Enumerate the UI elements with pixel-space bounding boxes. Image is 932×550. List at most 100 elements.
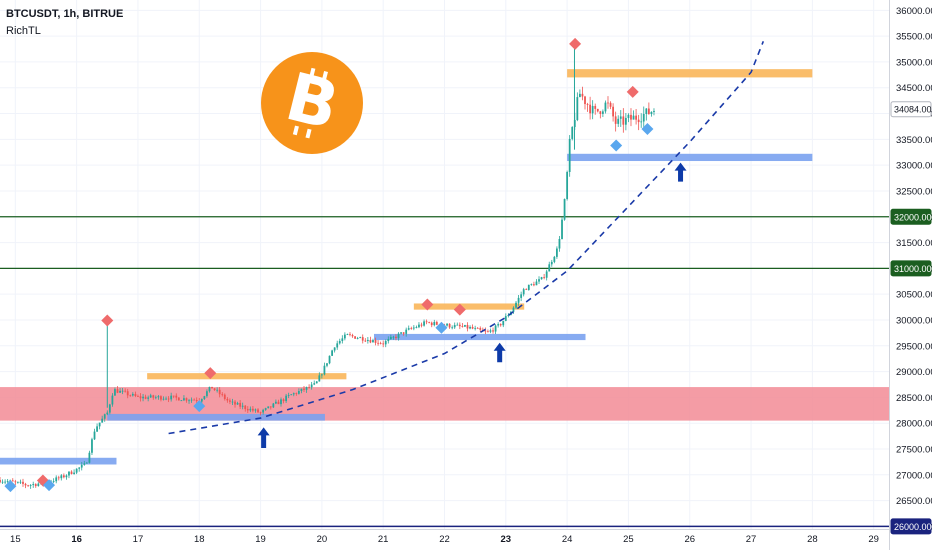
candle-body [121, 390, 124, 392]
candle-body [369, 339, 372, 343]
candle-body [379, 343, 382, 344]
price-tick-label: 28500.00 [896, 393, 932, 404]
candle-body [65, 475, 68, 478]
candle-body [326, 363, 328, 366]
price-tick-label: 34500.00 [896, 83, 932, 94]
candle-body [331, 350, 333, 356]
candle-body [366, 339, 369, 342]
candle-body [193, 399, 196, 401]
candle-body [346, 334, 349, 336]
candle-body [543, 277, 546, 278]
supply-zone [147, 373, 347, 380]
bitcoin-circle [261, 52, 363, 154]
price-tick-label: 28000.00 [896, 419, 932, 430]
candle-body [471, 326, 474, 329]
price-label-box [890, 101, 932, 118]
candle-body [208, 386, 211, 392]
candle-body [632, 115, 635, 120]
candle-body [446, 323, 448, 326]
candle-body [382, 343, 385, 345]
candle-body [1, 481, 4, 483]
time-tick-label: 29 [868, 534, 879, 545]
candle-body [392, 336, 395, 338]
candle-body [0, 479, 1, 483]
candle-body [619, 116, 622, 119]
candle-body [418, 324, 420, 328]
candle-body [561, 219, 563, 239]
candle-body [599, 111, 602, 114]
candle-body [578, 93, 581, 98]
candle-body [226, 398, 229, 401]
candle-body [285, 395, 288, 402]
time-tick-label: 26 [684, 534, 695, 545]
candle-body [349, 334, 351, 336]
candle-body [343, 334, 346, 339]
bitcoin-bar-icon [305, 128, 312, 139]
price-tick-label: 27500.00 [896, 445, 932, 456]
time-tick-label: 27 [746, 534, 757, 545]
candles-layer [0, 46, 655, 489]
candle-body [502, 320, 505, 326]
time-axis[interactable]: 15 16 17 18 19 20 21 22 23 24 25 26 27 28 29 [10, 534, 879, 545]
candle-body [435, 321, 438, 325]
candle-body [310, 384, 313, 388]
supply-zone [567, 69, 813, 78]
time-tick-label: 18 [194, 534, 205, 545]
candle-body [538, 279, 540, 282]
candle-body [497, 324, 500, 326]
candle-body [499, 324, 502, 326]
candle-body [147, 397, 150, 399]
candle-body [647, 108, 650, 115]
candle-body [259, 412, 262, 414]
candle-body [24, 483, 27, 486]
candle-body [489, 330, 492, 332]
candle-body [364, 340, 367, 342]
candle-body [318, 375, 321, 382]
demand-zone [567, 153, 813, 162]
time-tick-label: 28 [807, 534, 818, 545]
candle-body [305, 386, 308, 390]
candle-body [244, 405, 247, 410]
candle-body [177, 397, 180, 401]
candle-body [269, 406, 272, 408]
bitcoin-bar-icon [292, 125, 299, 136]
candle-body [645, 108, 648, 114]
candle-body [195, 400, 198, 402]
blue-diamond-marker [435, 321, 448, 334]
zones-layer [0, 69, 889, 465]
candle-body [374, 340, 377, 343]
candle-body [280, 399, 282, 405]
candle-body [126, 391, 129, 396]
candle-body [137, 396, 139, 397]
candle-body [458, 324, 461, 327]
candle-body [596, 108, 599, 112]
price-tick-label: 32500.00 [896, 186, 932, 197]
up-arrow-icon [257, 427, 270, 448]
price-tick-label: 27000.00 [896, 470, 932, 481]
candle-body [57, 477, 60, 479]
candle-body [19, 481, 22, 483]
candle-body [6, 481, 9, 483]
candle-body [272, 403, 275, 408]
candle-body [377, 342, 379, 344]
candle-body [246, 409, 249, 411]
price-tick-label: 30000.00 [896, 315, 932, 326]
price-tick-label: 29500.00 [896, 341, 932, 352]
candle-body [359, 337, 362, 339]
candle-body [29, 485, 32, 486]
up-arrow-icon [493, 342, 506, 363]
candle-body [267, 406, 270, 409]
candle-body [469, 326, 471, 329]
candle-body [412, 327, 415, 329]
price-tick-label: 35000.00 [896, 57, 932, 68]
candle-body [277, 401, 280, 405]
price-tick-label: 35500.00 [896, 32, 932, 43]
candle-body [152, 395, 155, 398]
candle-body [262, 409, 265, 413]
candle-body [601, 111, 604, 114]
candle-body [527, 284, 530, 290]
blue-diamond-marker [4, 480, 17, 493]
candle-body [571, 127, 574, 139]
candle-body [154, 397, 157, 399]
